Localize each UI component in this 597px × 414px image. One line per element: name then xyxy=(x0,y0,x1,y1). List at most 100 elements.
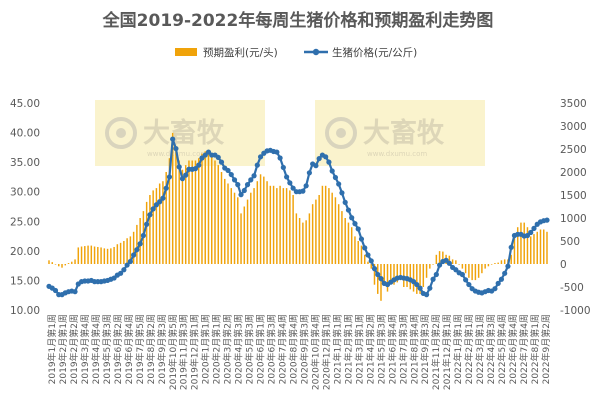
profit-bar xyxy=(113,246,115,264)
profit-bar xyxy=(207,151,210,264)
profit-bar xyxy=(194,160,197,264)
profit-bar xyxy=(490,264,493,265)
x-tick-label: 2022年2月第1周 xyxy=(463,314,475,384)
profit-bar xyxy=(48,260,50,264)
price-point xyxy=(378,276,384,282)
profit-bar xyxy=(145,201,148,264)
profit-bar xyxy=(201,153,203,264)
price-point xyxy=(257,154,264,160)
x-tick-label: 2021年2月第1周 xyxy=(342,314,354,384)
price-point xyxy=(173,145,179,152)
price-point xyxy=(423,292,430,298)
right-y-tick-label: 2500 xyxy=(560,144,587,156)
price-point xyxy=(336,181,342,187)
watermark-logo-icon xyxy=(105,117,137,149)
price-point xyxy=(287,180,293,186)
profit-bar xyxy=(393,264,395,285)
profit-bar xyxy=(510,254,512,264)
price-point xyxy=(52,287,59,294)
profit-bar xyxy=(58,264,60,267)
profit-bar xyxy=(438,251,441,264)
profit-bar xyxy=(377,264,379,294)
price-point xyxy=(362,245,368,251)
profit-bar xyxy=(250,192,252,264)
profit-bar xyxy=(54,264,57,265)
profit-bar xyxy=(442,251,444,264)
price-point xyxy=(134,247,140,253)
watermark-logo-dot-icon xyxy=(336,128,346,138)
x-tick-label: 2021年6月第4周 xyxy=(386,314,398,384)
x-tick-label: 2019年8月第2周 xyxy=(145,314,157,384)
watermark-logo-text: 大畜牧 xyxy=(363,117,445,149)
profit-bar xyxy=(217,165,219,264)
profit-bar xyxy=(380,264,382,301)
chart-title: 全国2019-2022年每周生猪价格和预期盈利走势图 xyxy=(102,10,494,31)
profit-bar xyxy=(526,227,529,264)
x-tick-label: 2019年1月第1周 xyxy=(46,314,58,384)
price-point xyxy=(170,136,176,142)
profit-bar xyxy=(344,218,346,264)
profit-bar xyxy=(240,213,242,264)
x-tick-label: 2019年9月第3周 xyxy=(156,314,168,384)
profit-bar xyxy=(370,264,372,269)
profit-bar xyxy=(282,188,285,264)
price-point xyxy=(127,258,133,265)
left-y-tick-label: 40.00 xyxy=(10,128,40,140)
profit-bar xyxy=(256,181,259,264)
profit-bar xyxy=(259,174,262,264)
profit-bar xyxy=(149,195,151,264)
price-point xyxy=(124,262,130,268)
profit-bar xyxy=(136,224,138,264)
x-tick-label: 2022年1月第1周 xyxy=(452,314,464,384)
x-tick-label: 2021年12月第1周 xyxy=(441,314,453,390)
profit-bar xyxy=(132,231,135,264)
profit-bar xyxy=(110,248,112,264)
price-point xyxy=(358,236,365,242)
price-point xyxy=(417,285,423,291)
profit-bar xyxy=(289,190,291,264)
price-point xyxy=(329,168,335,174)
profit-bar xyxy=(292,195,294,264)
price-point xyxy=(355,226,361,232)
price-point xyxy=(176,164,182,170)
price-point xyxy=(137,241,143,247)
profit-bar xyxy=(302,222,304,264)
x-tick-label: 2019年10月第5周 xyxy=(167,314,179,390)
price-point xyxy=(339,190,345,196)
profit-bar xyxy=(386,264,389,292)
price-point xyxy=(544,217,550,223)
profit-bar xyxy=(503,259,506,264)
x-tick-label: 2022年3月第1周 xyxy=(474,314,486,384)
profit-bar xyxy=(272,185,275,264)
profit-bar xyxy=(357,241,359,264)
profit-bar xyxy=(354,236,356,264)
x-tick-label: 2020年2月第1周 xyxy=(211,314,223,384)
price-point xyxy=(150,206,156,212)
x-tick-label: 2022年9月第2周 xyxy=(540,314,552,384)
profit-bar xyxy=(188,160,190,264)
profit-bar xyxy=(84,246,86,264)
profit-bar xyxy=(178,160,180,264)
profit-bar xyxy=(181,169,184,264)
price-point xyxy=(459,271,465,278)
profit-bar xyxy=(233,192,236,264)
profit-bar xyxy=(331,192,333,264)
x-axis: 2019年1月第1周 2019年2月第1周 2019年2月第2周 2019年3月第4周… xyxy=(46,314,552,390)
profit-bar xyxy=(51,262,53,264)
price-point xyxy=(531,225,537,231)
x-tick-label: 2022年8月第1周 xyxy=(529,314,541,384)
profit-bar xyxy=(487,264,490,267)
x-tick-label: 2020年4月第3周 xyxy=(233,314,245,384)
profit-bar xyxy=(529,236,532,264)
right-y-tick-label: 3000 xyxy=(560,121,587,133)
profit-bar xyxy=(455,260,457,264)
price-point xyxy=(218,159,225,165)
profit-bar xyxy=(363,254,366,264)
price-point xyxy=(303,183,309,189)
profit-bar xyxy=(523,222,525,264)
watermark-logo-icon xyxy=(325,117,357,149)
profit-bar xyxy=(347,222,350,264)
right-y-tick-label: 1500 xyxy=(560,190,587,202)
price-point xyxy=(326,159,332,165)
